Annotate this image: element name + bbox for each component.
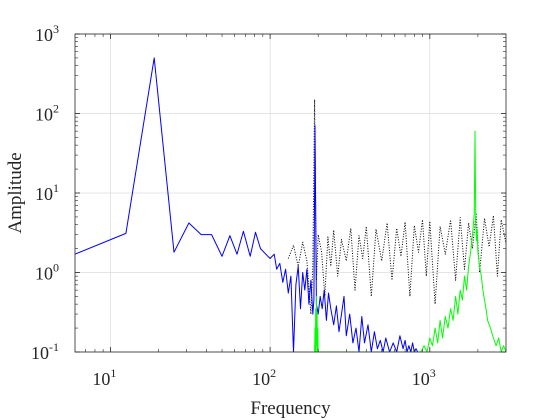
y-tick-label: 103 — [35, 22, 59, 45]
x-tick-label: 102 — [252, 366, 276, 389]
series-layer — [75, 57, 506, 352]
x-tick-label: 101 — [92, 366, 116, 389]
tick-labels: 101 102 103 10-1 100 101 102 103 — [31, 22, 436, 389]
y-axis-label: Amplitude — [5, 152, 26, 233]
series-line-2 — [75, 57, 419, 352]
y-tick-label: 101 — [35, 181, 59, 204]
x-tick-label: 103 — [412, 366, 436, 389]
series-line-3 — [314, 130, 506, 352]
ticks — [75, 33, 506, 353]
x-axis-label: Frequency — [250, 398, 331, 419]
y-tick-label: 10-1 — [31, 340, 59, 363]
y-tick-label: 102 — [35, 102, 59, 125]
y-tick-label: 100 — [35, 261, 59, 284]
